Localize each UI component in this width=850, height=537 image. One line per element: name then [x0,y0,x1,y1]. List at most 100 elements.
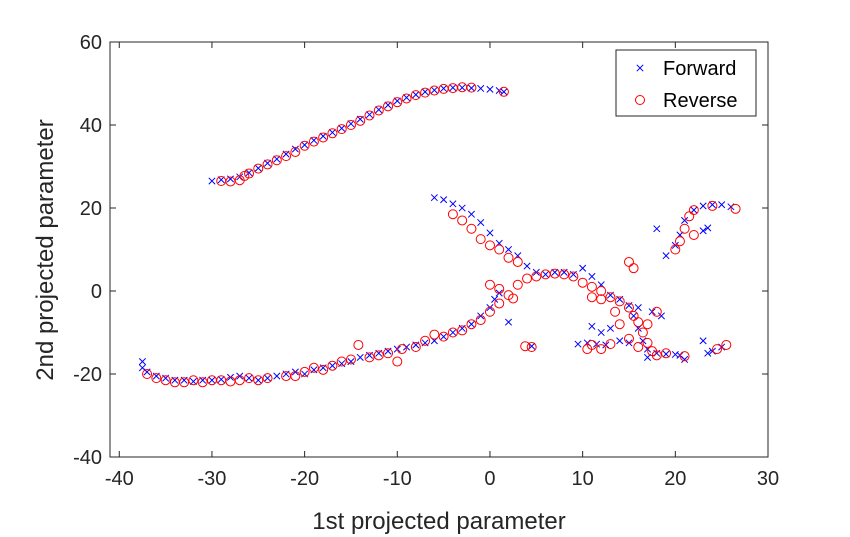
forward-point [588,272,596,281]
reverse-point [670,244,681,255]
reverse-point [568,271,579,282]
forward-point [718,201,726,209]
reverse-point [318,364,329,375]
forward-point [699,227,707,235]
reverse-point [466,82,477,93]
forward-point [574,340,582,348]
forward-point [699,337,707,345]
reverse-point [318,132,329,143]
forward-point [217,375,225,383]
reverse-point [364,352,375,363]
x-tick-label: 10 [572,468,594,490]
reverse-point [383,348,394,359]
forward-point [393,97,401,105]
forward-point [551,268,559,276]
legend-marker-forward [636,64,644,72]
reverse-point [596,286,607,296]
reverse-point [364,110,375,121]
forward-point [347,120,355,128]
legend-label-forward: Forward [663,58,736,80]
reverse-point [633,317,644,328]
reverse-point [410,90,421,101]
legend-label-reverse: Reverse [663,90,737,112]
forward-point [588,322,596,330]
reverse-point [308,362,319,373]
forward-point [245,169,253,177]
forward-point [226,175,235,183]
forward-point [467,210,475,218]
reverse-point [420,335,431,346]
x-tick-label: -20 [290,468,319,490]
reverse-point [623,333,634,344]
reverse-point [197,377,208,388]
x-tick-label: 20 [664,468,686,490]
reverse-point [614,319,625,330]
reverse-point [628,263,639,274]
reverse-point [498,86,509,97]
forward-point [254,376,262,384]
x-tick-label: -30 [197,468,226,490]
reverse-point [661,348,672,359]
reverse-point [345,120,356,130]
reverse-point [688,205,699,216]
reverse-point [290,371,301,382]
forward-point [310,136,318,144]
reverse-point [239,171,250,182]
reverse-point [327,360,338,371]
forward-point [634,304,642,312]
reverse-point [466,223,477,234]
reverse-point [373,350,384,361]
forward-point [319,132,327,140]
forward-point [421,88,429,96]
forward-point [430,194,438,202]
forward-point [403,94,411,102]
forward-point [657,312,665,320]
forward-point [138,357,146,366]
forward-point [245,374,253,382]
forward-point [653,225,661,233]
axis-ticks: -40 -30 -20 -10 0 10 20 30 -40 -20 0 20 40 60 [73,32,779,490]
reverse-point [494,283,505,294]
forward-point [500,88,508,96]
legend-box [615,49,757,117]
reverse-point [466,319,477,330]
reverse-point [642,319,653,330]
forward-point [449,328,457,337]
legend: Forward Reverse [615,49,757,117]
reverse-point [721,339,732,350]
reverse-point [520,341,531,352]
reverse-point [410,342,421,353]
reverse-point [577,277,588,288]
legend-o-marker [635,95,645,105]
forward-point [662,350,670,358]
reverse-point [679,223,690,234]
forward-point [504,318,513,326]
reverse-point [651,306,662,317]
forward-point [467,320,475,328]
reverse-point [188,375,199,386]
reverse-point [484,306,495,317]
reverse-point [651,350,662,361]
reverse-point [605,339,616,350]
forward-point [189,377,197,386]
data-points [138,82,741,388]
reverse-point [642,337,653,348]
reverse-point [623,302,634,313]
forward-point [662,252,670,260]
forward-point [449,200,457,208]
y-tick-label: 40 [80,115,102,137]
forward-point [412,91,420,99]
forward-point [616,337,624,345]
forward-point [375,106,383,114]
forward-point [467,84,475,92]
forward-point [338,124,346,132]
forward-point [440,84,448,93]
reverse-point [262,159,273,170]
x-tick-label: 30 [757,468,779,490]
reverse-point [151,373,162,384]
legend-marker-reverse [635,95,645,105]
reverse-point [457,215,468,226]
reverse-point [373,105,384,116]
forward-point [328,362,336,370]
reverse-point [475,315,486,326]
